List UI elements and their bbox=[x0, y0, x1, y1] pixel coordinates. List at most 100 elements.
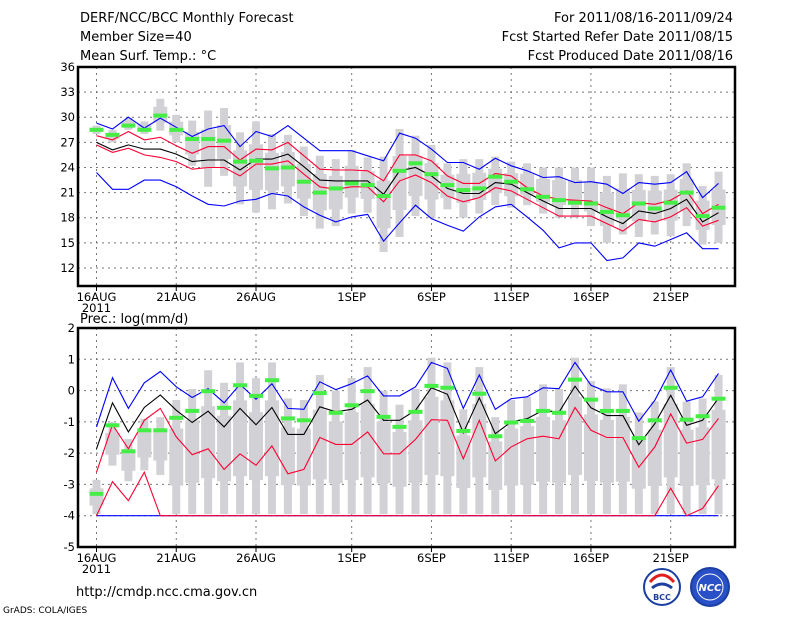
spread-box bbox=[153, 431, 168, 461]
observed-mark bbox=[296, 418, 311, 423]
spread-box bbox=[552, 420, 567, 483]
spread-box bbox=[328, 421, 343, 484]
bcc-logo: BCC bbox=[643, 568, 681, 606]
x-tick-label: 6SEP bbox=[417, 551, 446, 565]
series-line-inner-upper bbox=[96, 130, 719, 215]
x-tick-label: 21SEP bbox=[653, 290, 689, 304]
spread-box bbox=[312, 409, 327, 480]
observed-mark bbox=[217, 405, 232, 410]
observed-mark bbox=[440, 183, 455, 188]
spread-box bbox=[615, 416, 630, 482]
series-line-outer-lower bbox=[96, 172, 719, 262]
spread-box bbox=[376, 180, 391, 229]
spread-box bbox=[392, 155, 407, 210]
variable-label: Mean Surf. Temp.: °C bbox=[80, 49, 216, 64]
observed-mark bbox=[105, 423, 120, 428]
spread-box bbox=[249, 412, 263, 481]
chart-title: DERF/NCC/BCC Monthly Forecast bbox=[80, 11, 294, 26]
observed-mark bbox=[312, 190, 327, 195]
observed-mark bbox=[456, 428, 471, 433]
observed-mark bbox=[472, 186, 487, 191]
observed-mark bbox=[504, 420, 519, 425]
spread-box bbox=[711, 409, 726, 480]
x-tick-label: 16SEP bbox=[573, 551, 609, 565]
observed-mark bbox=[89, 127, 104, 132]
observed-mark bbox=[424, 383, 439, 388]
spread-box bbox=[504, 428, 519, 486]
observed-mark bbox=[695, 214, 710, 219]
spread-box bbox=[663, 189, 678, 221]
spread-box bbox=[264, 152, 279, 191]
spread-box bbox=[264, 400, 279, 477]
observed-mark bbox=[392, 168, 407, 173]
y-tick-label: -1 bbox=[64, 415, 75, 429]
x-tick-label: 16AUG bbox=[77, 290, 117, 304]
series-line-inner-upper bbox=[95, 406, 719, 475]
series-line-mean bbox=[95, 385, 719, 449]
observed-mark bbox=[615, 408, 630, 413]
observed-mark bbox=[185, 408, 200, 413]
observed-mark bbox=[169, 415, 184, 420]
plot-frame bbox=[76, 65, 737, 288]
observed-mark bbox=[552, 198, 567, 203]
observed-mark bbox=[520, 418, 535, 423]
grads-credit: GrADS: COLA/IGES bbox=[3, 606, 87, 616]
precipitation-panel: -5 -4 -3 -2 -1 0 1 2 16AUG 21AUG 26AUG 1SEP 6SEP 11SE… bbox=[64, 321, 737, 576]
y-tick-label: 15 bbox=[60, 236, 75, 250]
y-tick-label: -3 bbox=[64, 477, 75, 491]
spread-box bbox=[121, 449, 136, 471]
observed-mark bbox=[376, 193, 391, 198]
forecast-period: For 2011/08/16-2011/09/24 bbox=[554, 11, 733, 26]
observed-mark bbox=[185, 137, 200, 142]
observed-mark bbox=[536, 408, 551, 413]
spread-box bbox=[695, 427, 710, 486]
observed-mark bbox=[249, 393, 263, 398]
observed-mark bbox=[249, 158, 263, 163]
series-line-inner-lower bbox=[96, 144, 719, 232]
spread-box bbox=[472, 403, 487, 478]
spread-box bbox=[280, 427, 295, 486]
y-tick-label: 33 bbox=[60, 85, 75, 99]
observed-mark bbox=[631, 436, 646, 441]
footer-url[interactable]: http://cmdp.ncc.cma.gov.cn bbox=[76, 585, 257, 600]
x-tick-label: 26AUG bbox=[236, 290, 276, 304]
ncc-logo: NCC bbox=[690, 567, 730, 607]
observed-mark bbox=[663, 200, 678, 205]
spread-box bbox=[424, 163, 439, 200]
spread-box bbox=[344, 412, 359, 481]
spread-box bbox=[233, 150, 248, 187]
observed-mark bbox=[568, 377, 582, 382]
observed-mark bbox=[679, 190, 694, 195]
observed-mark bbox=[663, 385, 678, 390]
observed-mark bbox=[536, 194, 551, 199]
observed-mark bbox=[121, 449, 136, 454]
spread-box bbox=[568, 396, 582, 476]
spread-box bbox=[472, 172, 487, 200]
spread-box bbox=[488, 441, 503, 490]
spread-box bbox=[599, 419, 614, 483]
observed-mark bbox=[105, 132, 120, 137]
spread-box bbox=[328, 175, 343, 210]
spread-box bbox=[583, 414, 598, 481]
observed-mark bbox=[201, 137, 216, 142]
x-tick-label: 1SEP bbox=[337, 290, 366, 304]
observed-mark bbox=[201, 389, 216, 394]
observed-mark bbox=[360, 183, 375, 188]
observed-mark bbox=[328, 410, 343, 415]
observed-mark bbox=[568, 200, 582, 205]
spread-box bbox=[360, 403, 375, 478]
series-line-mean bbox=[96, 141, 719, 225]
spread-box bbox=[583, 182, 598, 212]
spread-box bbox=[520, 426, 535, 485]
spread-box bbox=[568, 180, 582, 206]
bcc-logo-text: BCC bbox=[653, 593, 671, 602]
observed-mark bbox=[599, 209, 614, 214]
x-tick-label: 16AUG bbox=[77, 551, 117, 565]
observed-mark bbox=[233, 159, 248, 164]
observed-mark bbox=[280, 165, 295, 170]
observed-mark bbox=[280, 416, 295, 421]
x-tick-label: 21AUG bbox=[156, 551, 196, 565]
observed-mark bbox=[711, 396, 726, 401]
y-tick-label: 0 bbox=[68, 384, 75, 398]
spread-box bbox=[599, 192, 614, 227]
